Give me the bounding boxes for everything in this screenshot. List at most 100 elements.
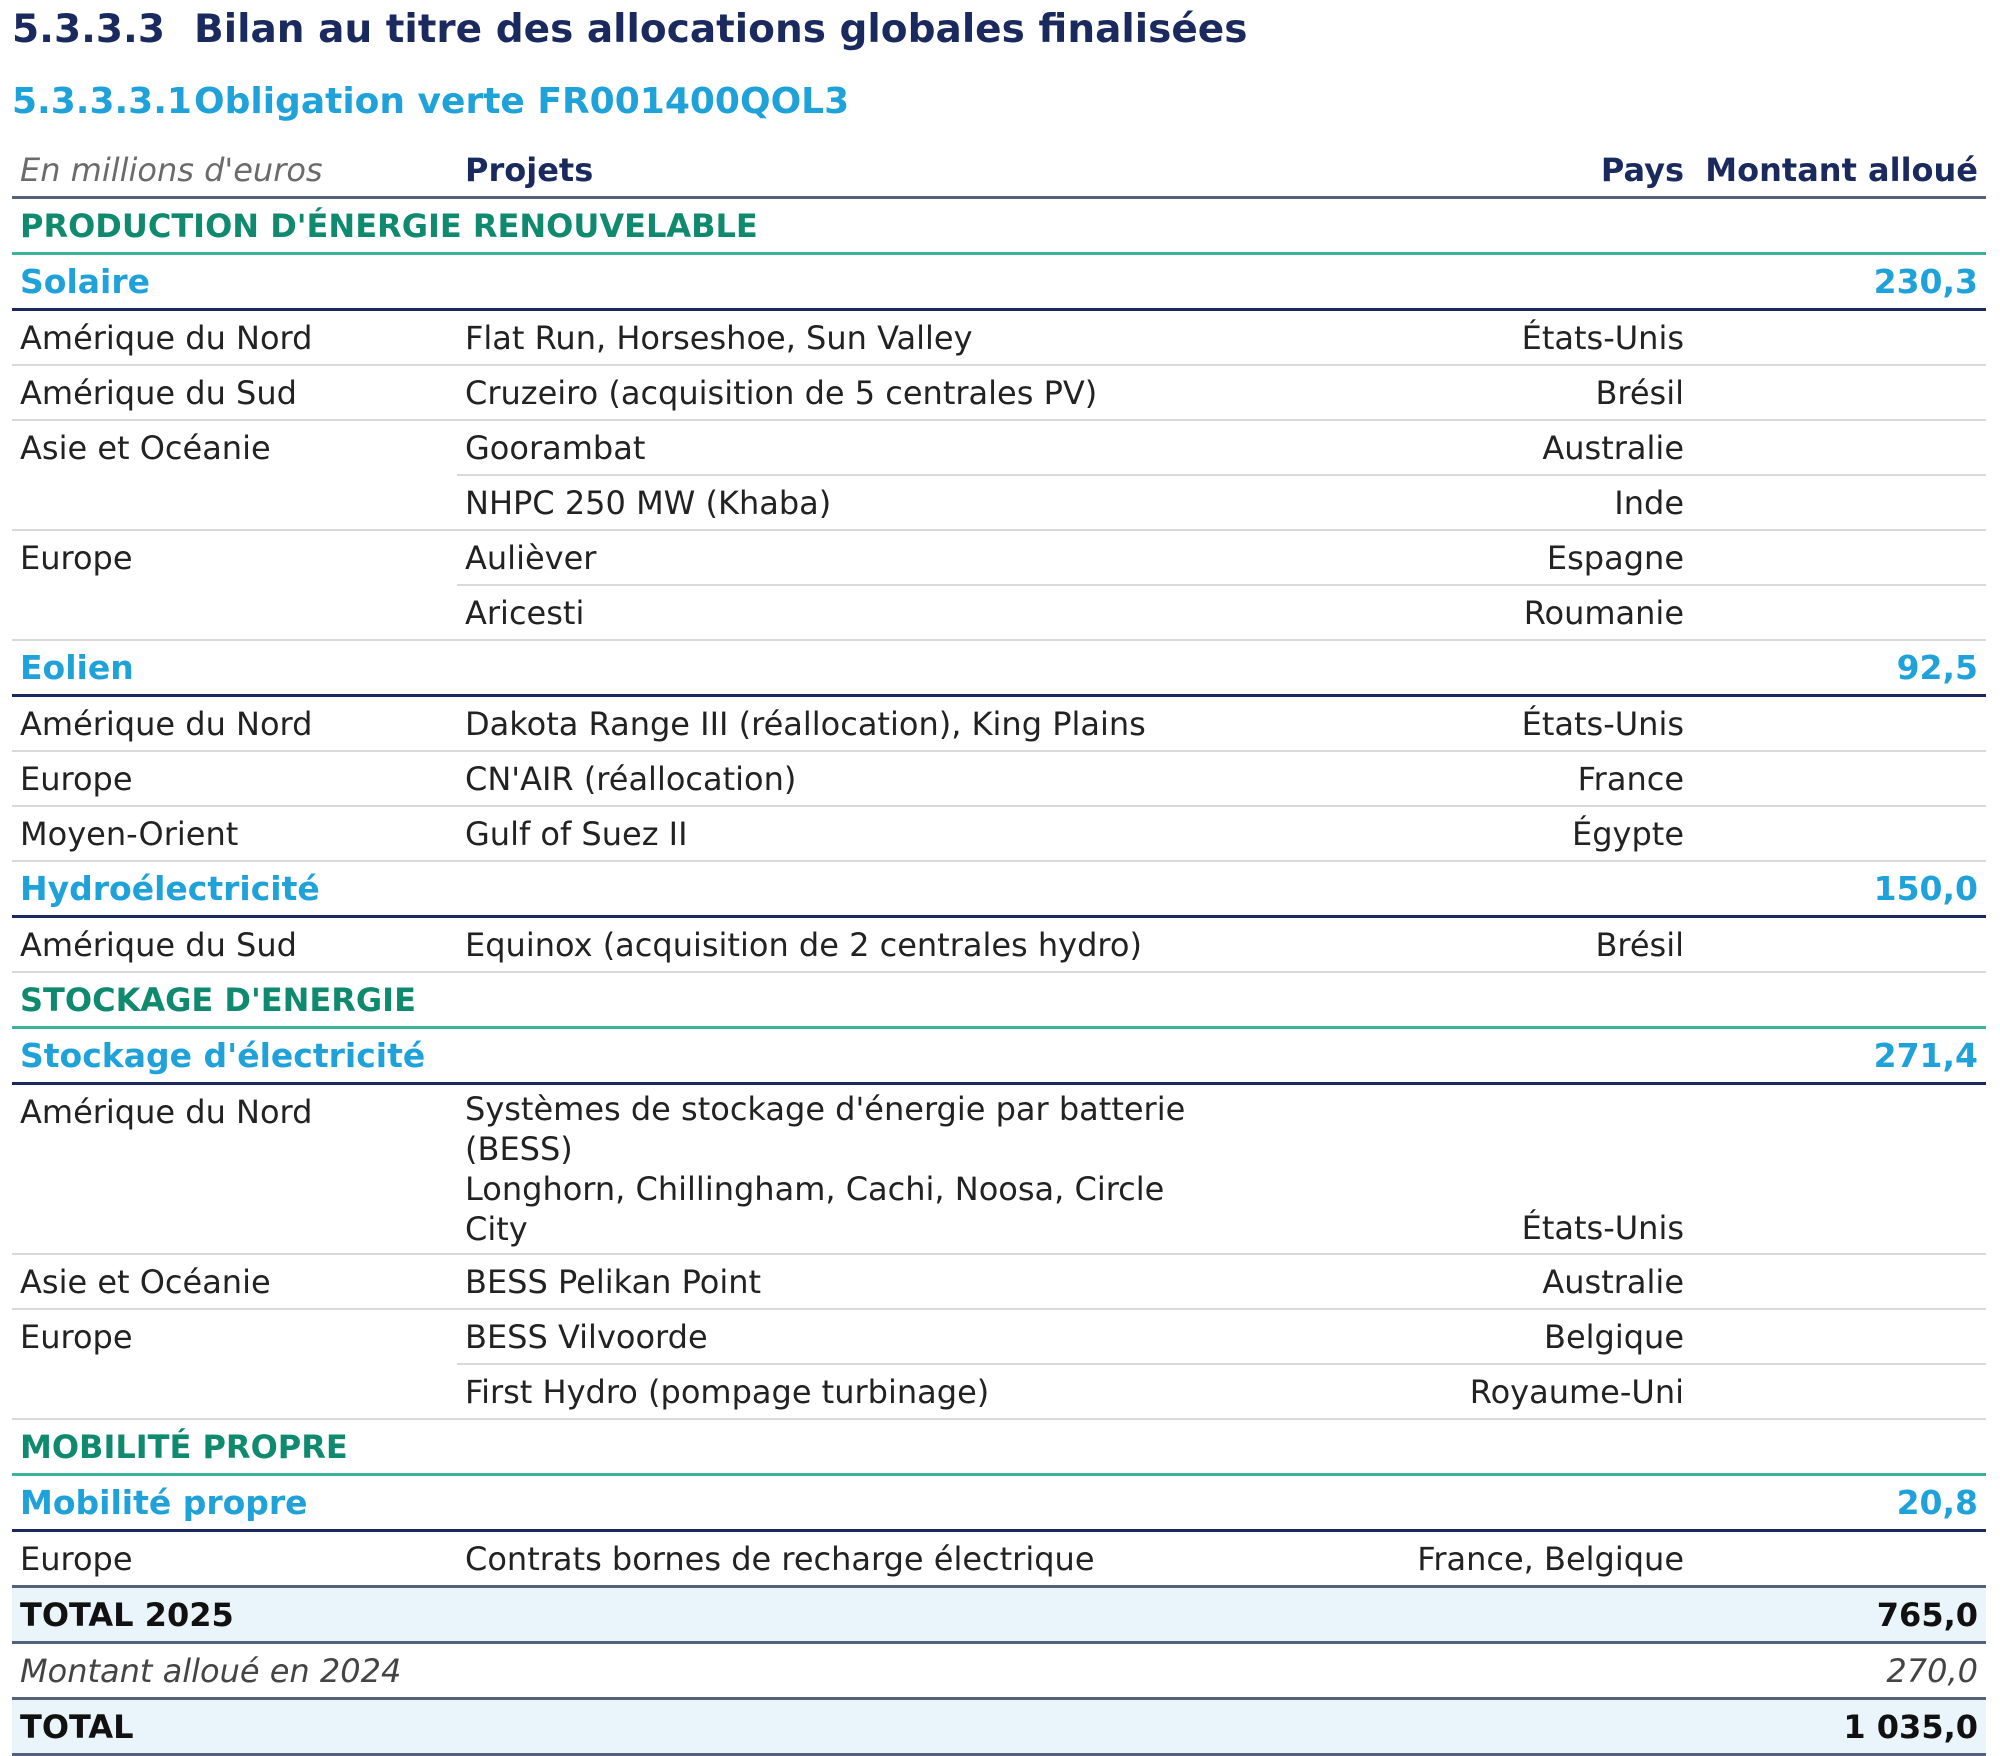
- amount-cell: [1692, 1364, 1986, 1420]
- country-cell: Australie: [1237, 420, 1692, 476]
- amount-cell: [1692, 309, 1986, 366]
- subsection-number: 5.3.3.3.1: [12, 80, 192, 122]
- amount-cell: [1692, 1530, 1986, 1588]
- prior-allocation-label: Montant alloué en 2024: [20, 1651, 402, 1690]
- region-cell: Amérique du Nord: [12, 309, 457, 366]
- project-cell: Gulf of Suez II: [457, 806, 1237, 862]
- subsection-heading: 5.3.3.3.1 Obligation verte FR001400QOL3: [12, 76, 849, 126]
- table-row: Amérique du Nord Systèmes de stockage d'…: [12, 1083, 1986, 1255]
- region-cell: Amérique du Sud: [12, 916, 457, 973]
- table-row: Asie et Océanie BESS Pelikan Point Austr…: [12, 1254, 1986, 1310]
- table-row: Amérique du Nord Dakota Range III (réall…: [12, 695, 1986, 752]
- project-line: Systèmes de stockage d'énergie par batte…: [465, 1090, 1186, 1168]
- table-row: Asie et Océanie Goorambat Australie: [12, 420, 1986, 476]
- subcategory-amount: 230,3: [1692, 253, 1986, 311]
- project-cell: Aricesti: [457, 585, 1237, 641]
- amount-cell: [1692, 585, 1986, 641]
- subcategory-row: Solaire 230,3: [12, 253, 1986, 311]
- amount-cell: [1692, 916, 1986, 973]
- subcategory-label: Stockage d'électricité: [12, 1027, 1692, 1085]
- country-cell: États-Unis: [1237, 1083, 1692, 1255]
- project-cell: BESS Pelikan Point: [457, 1254, 1237, 1310]
- subcategory-amount: 20,8: [1692, 1474, 1986, 1532]
- table-row: Moyen-Orient Gulf of Suez II Égypte: [12, 806, 1986, 862]
- project-cell: BESS Vilvoorde: [457, 1309, 1237, 1365]
- country-cell: Australie: [1237, 1254, 1692, 1310]
- project-cell: Dakota Range III (réallocation), King Pl…: [457, 695, 1237, 752]
- region-cell: Asie et Océanie: [20, 428, 271, 467]
- country-cell: Inde: [1237, 475, 1692, 531]
- total-2025-row: TOTAL 2025 765,0: [12, 1585, 1986, 1644]
- table-row: Europe CN'AIR (réallocation) France: [12, 751, 1986, 807]
- total-2025-amount: 765,0: [1692, 1585, 1986, 1644]
- region-cell: Amérique du Nord: [12, 695, 457, 752]
- unit-label: En millions d'euros: [12, 144, 457, 199]
- country-cell: France, Belgique: [1237, 1530, 1692, 1588]
- region-cell: Europe: [12, 751, 457, 807]
- subcategory-row: Hydroélectricité 150,0: [12, 861, 1986, 918]
- project-cell: Cruzeiro (acquisition de 5 centrales PV): [457, 365, 1237, 421]
- subcategory-row: Stockage d'électricité 271,4: [12, 1027, 1986, 1085]
- table-row: NHPC 250 MW (Khaba) Inde: [12, 475, 1986, 531]
- amount-cell: [1692, 695, 1986, 752]
- section-number: 5.3.3.3: [12, 6, 165, 52]
- category-row: PRODUCTION D'ÉNERGIE RENOUVELABLE: [12, 197, 1986, 255]
- subcategory-label: Hydroélectricité: [12, 861, 1692, 918]
- region-cell: [12, 475, 457, 531]
- amount-cell: [1692, 751, 1986, 807]
- table-row: First Hydro (pompage turbinage) Royaume-…: [12, 1364, 1986, 1420]
- region-cell: Europe: [20, 538, 133, 577]
- country-cell: Brésil: [1237, 365, 1692, 421]
- project-cell: First Hydro (pompage turbinage): [457, 1364, 1237, 1420]
- section-title: Bilan au titre des allocations globales …: [194, 6, 1248, 52]
- project-cell: CN'AIR (réallocation): [457, 751, 1237, 807]
- amount-cell: [1692, 420, 1986, 476]
- allocation-table: En millions d'euros Projets Pays Montant…: [12, 144, 1986, 1756]
- project-cell: Flat Run, Horseshoe, Sun Valley: [457, 309, 1237, 366]
- table-row: Aricesti Roumanie: [12, 585, 1986, 641]
- subcategory-label: Solaire: [12, 253, 1692, 311]
- amount-cell: [1692, 475, 1986, 531]
- country-cell: États-Unis: [1237, 695, 1692, 752]
- category-label: STOCKAGE D'ENERGIE: [12, 972, 1986, 1029]
- table-row: Amérique du Sud Cruzeiro (acquisition de…: [12, 365, 1986, 421]
- category-label: PRODUCTION D'ÉNERGIE RENOUVELABLE: [12, 197, 1986, 255]
- project-cell: Goorambat: [457, 420, 1237, 476]
- amount-cell: [1692, 1254, 1986, 1310]
- grand-total-row: TOTAL 1 035,0: [12, 1697, 1986, 1756]
- project-cell: Aulièver: [457, 530, 1237, 586]
- region-cell: Amérique du Nord: [12, 1083, 457, 1255]
- country-cell: États-Unis: [1237, 309, 1692, 366]
- country-cell: Espagne: [1237, 530, 1692, 586]
- header-projects: Projets: [457, 144, 1237, 199]
- project-cell: NHPC 250 MW (Khaba): [457, 475, 1237, 531]
- table-row: Europe BESS Vilvoorde Belgique: [12, 1309, 1986, 1365]
- country-cell: Brésil: [1237, 916, 1692, 973]
- subcategory-label: Eolien: [12, 640, 1692, 697]
- category-label: MOBILITÉ PROPRE: [12, 1419, 1986, 1476]
- subcategory-row: Eolien 92,5: [12, 640, 1986, 697]
- section-heading: 5.3.3.3 Bilan au titre des allocations g…: [12, 4, 1247, 54]
- country-cell: Roumanie: [1237, 585, 1692, 641]
- table-row: Amérique du Nord Flat Run, Horseshoe, Su…: [12, 309, 1986, 366]
- total-2025-label: TOTAL 2025: [12, 1585, 1692, 1644]
- table-header-row: En millions d'euros Projets Pays Montant…: [12, 144, 1986, 199]
- subsection-title: Obligation verte FR001400QOL3: [194, 80, 850, 122]
- region-cell: [12, 585, 457, 641]
- header-country: Pays: [1237, 144, 1692, 199]
- amount-cell: [1692, 1083, 1986, 1255]
- project-cell: Contrats bornes de recharge électrique: [457, 1530, 1237, 1588]
- prior-allocation-amount: 270,0: [1886, 1651, 1978, 1690]
- table-row: Amérique du Sud Equinox (acquisition de …: [12, 916, 1986, 973]
- project-cell: Systèmes de stockage d'énergie par batte…: [457, 1083, 1237, 1255]
- country-cell: France: [1237, 751, 1692, 807]
- region-cell: Europe: [20, 1317, 133, 1356]
- category-row: MOBILITÉ PROPRE: [12, 1419, 1986, 1476]
- table-row: Europe Contrats bornes de recharge élect…: [12, 1530, 1986, 1588]
- region-cell: Amérique du Sud: [12, 365, 457, 421]
- amount-cell: [1692, 530, 1986, 586]
- category-row: STOCKAGE D'ENERGIE: [12, 972, 1986, 1029]
- grand-total-amount: 1 035,0: [1692, 1697, 1986, 1756]
- subcategory-amount: 150,0: [1692, 861, 1986, 918]
- prior-allocation-row: Montant alloué en 2024 270,0: [12, 1643, 1986, 1699]
